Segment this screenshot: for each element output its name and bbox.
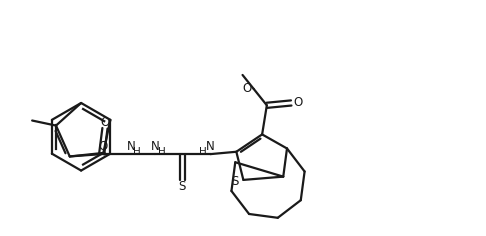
Text: S: S <box>231 175 239 188</box>
Text: S: S <box>179 181 186 194</box>
Text: O: O <box>293 97 302 110</box>
Text: O: O <box>99 140 108 153</box>
Text: H: H <box>199 147 207 157</box>
Text: O: O <box>100 116 109 129</box>
Text: H: H <box>158 147 166 157</box>
Text: N: N <box>206 140 215 153</box>
Text: N: N <box>126 140 135 153</box>
Text: O: O <box>243 82 252 95</box>
Text: H: H <box>134 147 141 157</box>
Text: N: N <box>151 140 159 153</box>
